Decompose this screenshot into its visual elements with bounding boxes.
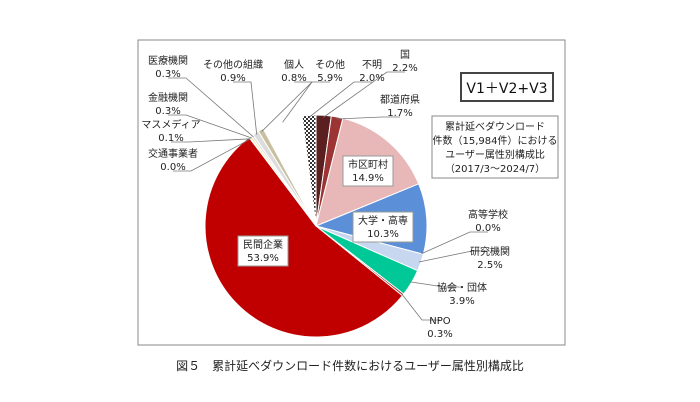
slice-value-label: 0.3% — [155, 106, 180, 117]
slice-name-label: 民間企業 — [243, 238, 283, 251]
leader-line — [168, 114, 252, 139]
slice-value-label: 2.2% — [392, 63, 417, 74]
leader-line — [233, 81, 258, 135]
slice-value-label: 5.9% — [317, 73, 342, 84]
slice-name-label: 交通事業者 — [148, 147, 198, 160]
leader-line — [409, 281, 462, 288]
slice-value-label: 53.9% — [247, 253, 279, 264]
data-label-box — [352, 211, 414, 243]
slice-name-label: 医療機関 — [148, 54, 188, 67]
slice-value-label: 10.3% — [367, 229, 399, 240]
leader-line — [336, 116, 400, 120]
data-label-box — [342, 155, 394, 187]
pie-slice-16 — [301, 114, 317, 227]
leader-line — [421, 231, 488, 255]
slice-value-label: 2.0% — [359, 73, 384, 84]
slice-name-label: 協会・団体 — [437, 281, 487, 294]
slice-name-label: 個人 — [284, 58, 304, 71]
slice-name-label: 高等学校 — [468, 208, 508, 221]
slice-name-label: 市区町村 — [348, 158, 388, 171]
slice-name-label: その他の組織 — [203, 58, 263, 71]
slice-value-label: 0.1% — [158, 133, 183, 144]
slice-value-label: 0.0% — [475, 223, 500, 234]
slice-name-label: その他 — [315, 58, 345, 71]
slice-value-label: 0.0% — [160, 162, 185, 173]
figure-caption: 図５ 累計延べダウンロード件数におけるユーザー属性別構成比 — [176, 359, 524, 373]
slice-value-label: 2.5% — [477, 260, 502, 271]
slice-name-label: 研究機関 — [470, 245, 510, 258]
slice-name-label: 大学・高専 — [358, 214, 408, 227]
slice-name-label: マスメディア — [141, 118, 200, 131]
leader-line — [282, 81, 330, 123]
info-line-2: 件数（15,984件）における — [433, 134, 558, 147]
pie-slice-8 — [204, 136, 404, 338]
legend-box — [460, 72, 554, 102]
leader-line — [308, 81, 372, 118]
slice-value-label: 0.3% — [155, 69, 180, 80]
slice-value-label: 0.8% — [281, 73, 306, 84]
slice-name-label: 国 — [400, 49, 410, 61]
slice-value-label: 0.3% — [427, 329, 452, 340]
leader-line — [418, 250, 490, 263]
leader-line — [401, 293, 440, 321]
leader-line — [171, 138, 251, 143]
legend-box-text: V1＋V2+V3 — [466, 81, 547, 97]
slice-value-label: 1.7% — [387, 108, 412, 119]
info-line-3: ユーザー属性別構成比 — [445, 148, 545, 161]
leader-line — [168, 77, 254, 138]
slice-name-label: 金融機関 — [148, 91, 188, 104]
slice-name-label: 都道府県 — [380, 93, 420, 106]
slice-value-label: 3.9% — [449, 296, 474, 307]
data-label-box — [237, 235, 289, 267]
info-line-4: （2017/3〜2024/7） — [445, 163, 545, 175]
slice-value-label: 14.9% — [352, 173, 384, 184]
info-line-1: 累計延べダウンロード — [445, 120, 545, 133]
info-box — [431, 115, 559, 179]
slice-name-label: 不明 — [362, 59, 382, 71]
leader-line — [173, 138, 251, 172]
slice-value-label: 0.9% — [220, 73, 245, 84]
slice-name-label: NPO — [429, 316, 451, 327]
leader-line — [323, 71, 405, 118]
